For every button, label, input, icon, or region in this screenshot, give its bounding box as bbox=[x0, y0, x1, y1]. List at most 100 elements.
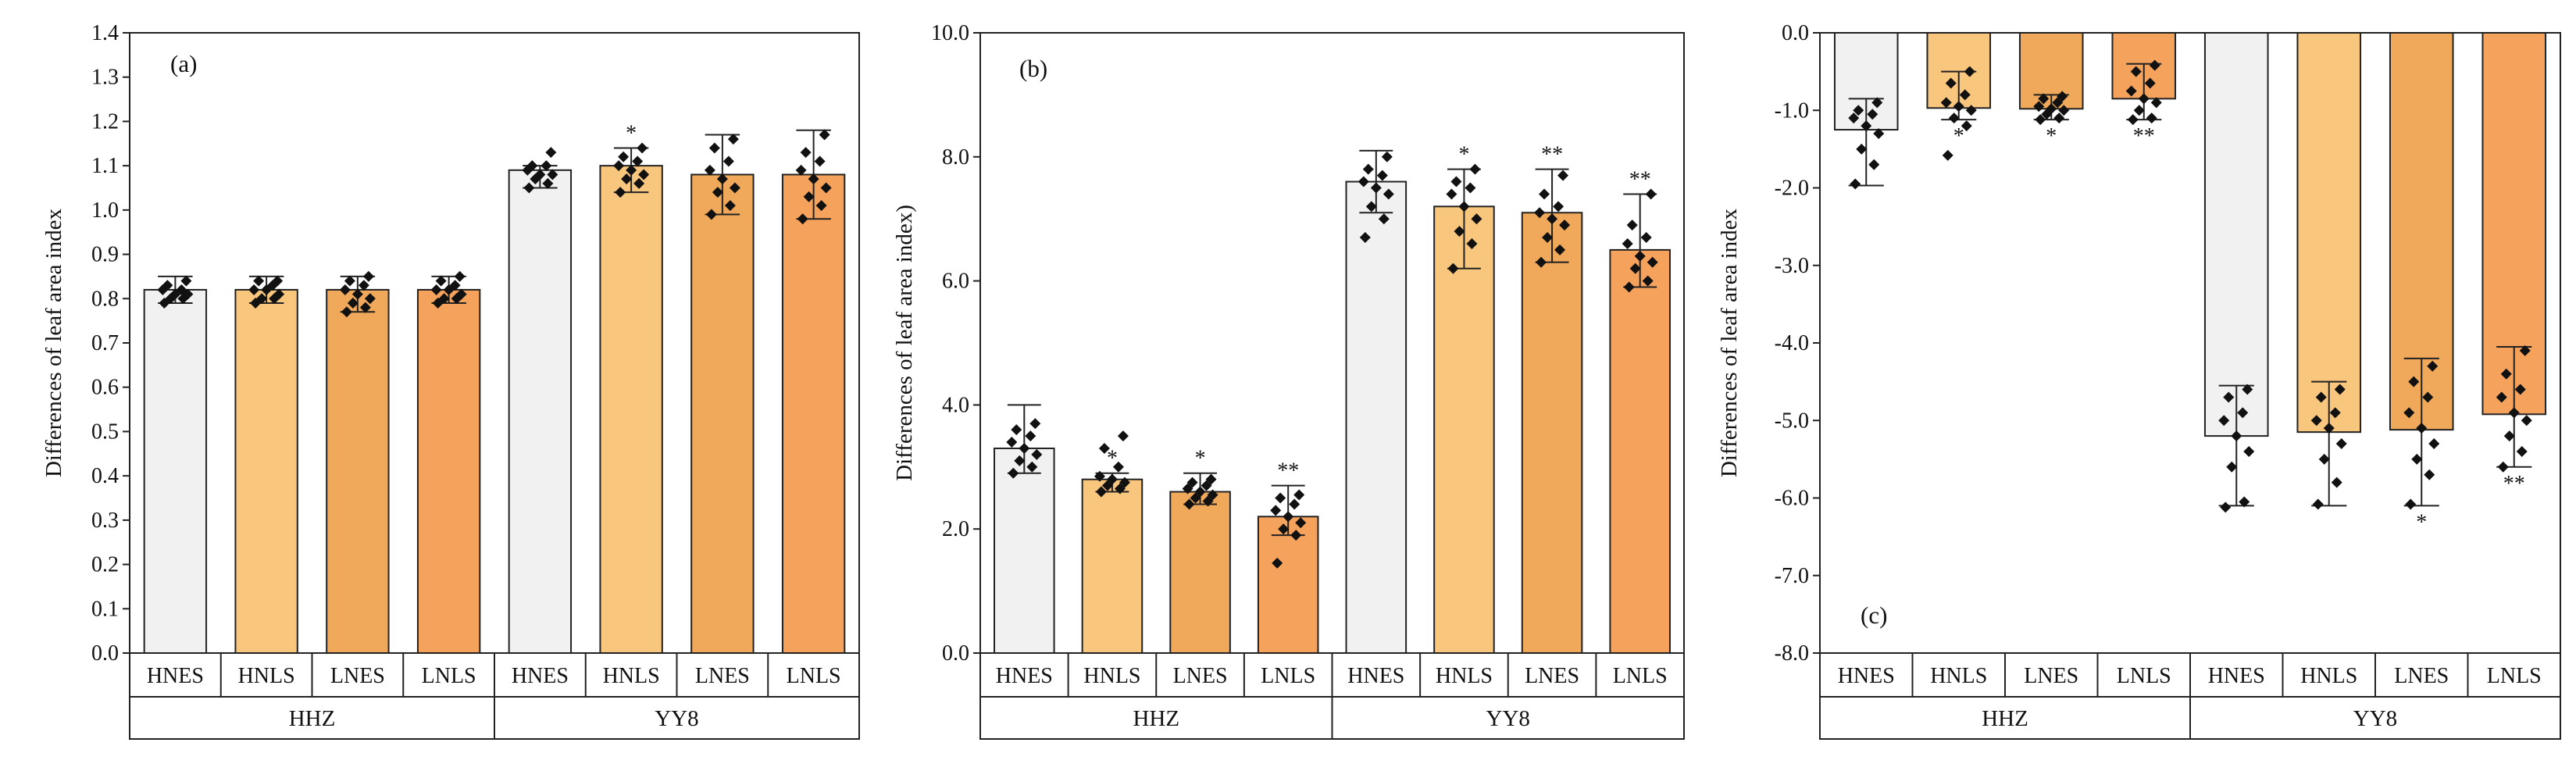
y-tick-label: 0.8 bbox=[91, 287, 119, 311]
data-point bbox=[1370, 182, 1382, 194]
bar bbox=[1169, 491, 1231, 654]
data-point bbox=[2312, 498, 2324, 510]
data-point bbox=[1295, 517, 1307, 529]
data-point bbox=[2242, 384, 2253, 395]
x-category-label: LNLS bbox=[1261, 664, 1315, 688]
data-point bbox=[1117, 430, 1129, 442]
y-tick-label: 1.1 bbox=[91, 154, 119, 178]
data-point bbox=[2133, 105, 2145, 116]
data-point bbox=[2427, 360, 2439, 372]
data-point bbox=[449, 280, 461, 291]
data-point bbox=[1853, 105, 1864, 116]
y-tick-label: 0.0 bbox=[91, 641, 119, 666]
data-point bbox=[1359, 232, 1371, 244]
data-point bbox=[1953, 101, 1964, 112]
x-category-label: HNES bbox=[1347, 664, 1404, 688]
data-point bbox=[2416, 423, 2428, 434]
data-point bbox=[1014, 455, 1026, 466]
data-point bbox=[180, 275, 192, 287]
data-point bbox=[633, 177, 645, 189]
data-point bbox=[1623, 281, 1635, 293]
significance-label: * bbox=[2046, 124, 2057, 148]
data-point bbox=[800, 147, 812, 159]
chart-panel-b: 0.0 2.0 4.0 6.0 8.0 10.0 Differences of leaf a… bbox=[892, 21, 1685, 740]
data-point bbox=[1283, 511, 1294, 523]
x-category-label: LNES bbox=[1173, 664, 1228, 688]
group-label: YY8 bbox=[1486, 706, 1530, 731]
data-point bbox=[815, 200, 827, 212]
data-point bbox=[2500, 368, 2512, 380]
data-point bbox=[2239, 496, 2250, 508]
data-point bbox=[2514, 384, 2526, 395]
data-point bbox=[1850, 178, 1861, 190]
data-point bbox=[2331, 477, 2342, 488]
data-point bbox=[1553, 201, 1565, 212]
data-point bbox=[2318, 453, 2330, 465]
data-point bbox=[2226, 461, 2238, 473]
data-point bbox=[2057, 91, 2068, 102]
data-point bbox=[430, 284, 442, 295]
y-tick-label: 0.9 bbox=[91, 243, 119, 267]
data-point bbox=[1458, 201, 1470, 212]
data-point bbox=[819, 129, 830, 141]
data-point bbox=[1557, 170, 1569, 181]
data-point bbox=[2046, 103, 2057, 115]
data-point bbox=[1848, 112, 1860, 124]
data-point bbox=[547, 169, 558, 180]
data-point bbox=[637, 142, 648, 154]
significance-label: * bbox=[1458, 143, 1469, 167]
y-tick-label: 6.0 bbox=[942, 269, 969, 294]
data-point bbox=[2335, 438, 2347, 450]
data-point bbox=[2058, 105, 2070, 116]
data-point bbox=[2497, 461, 2509, 473]
data-point bbox=[2223, 391, 2235, 403]
data-point bbox=[1469, 163, 1481, 175]
data-point bbox=[729, 182, 740, 194]
data-point bbox=[1194, 486, 1206, 498]
data-point bbox=[1964, 66, 1975, 77]
y-tick-label: 0.1 bbox=[91, 597, 119, 621]
data-point bbox=[716, 173, 728, 185]
data-point bbox=[638, 169, 650, 180]
significance-label: ** bbox=[1629, 167, 1651, 191]
x-category-label: HNES bbox=[512, 664, 569, 688]
data-point bbox=[1006, 437, 1018, 448]
x-category-label: HNLS bbox=[603, 664, 660, 688]
y-tick-label: 8.0 bbox=[942, 145, 969, 170]
x-category-label: HNES bbox=[996, 664, 1053, 688]
data-point bbox=[1119, 477, 1130, 488]
data-point bbox=[1205, 473, 1217, 485]
data-point bbox=[162, 280, 173, 291]
data-point bbox=[1098, 442, 1110, 454]
y-tick-label: 10.0 bbox=[931, 21, 969, 45]
data-point bbox=[339, 284, 351, 295]
data-point bbox=[1942, 149, 1953, 161]
data-point bbox=[618, 151, 630, 162]
data-point bbox=[708, 142, 720, 154]
x-category-label: LNLS bbox=[2487, 664, 2542, 688]
x-category-label: HNLS bbox=[2300, 664, 2357, 688]
data-point bbox=[2503, 430, 2515, 442]
y-axis-label: Differences of leaf area index bbox=[1717, 208, 1742, 477]
data-point bbox=[1186, 477, 1198, 488]
data-point bbox=[2220, 502, 2232, 513]
data-point bbox=[2149, 59, 2160, 71]
y-tick-label: -3.0 bbox=[1775, 254, 1809, 278]
data-point bbox=[1289, 498, 1300, 510]
data-point bbox=[2519, 344, 2531, 356]
data-point bbox=[1112, 461, 1124, 473]
data-point bbox=[2521, 415, 2532, 427]
data-point bbox=[1542, 232, 1554, 244]
significance-label: * bbox=[2416, 510, 2427, 534]
group-label: HHZ bbox=[289, 706, 336, 731]
data-point bbox=[2424, 469, 2435, 480]
data-point bbox=[724, 200, 736, 212]
y-tick-label: -6.0 bbox=[1775, 487, 1809, 511]
data-point bbox=[1008, 467, 1019, 479]
data-point bbox=[1622, 237, 1633, 249]
data-point bbox=[2508, 407, 2520, 419]
significance-label: ** bbox=[1277, 459, 1299, 484]
data-point bbox=[1450, 176, 1462, 187]
data-point bbox=[2127, 114, 2139, 126]
